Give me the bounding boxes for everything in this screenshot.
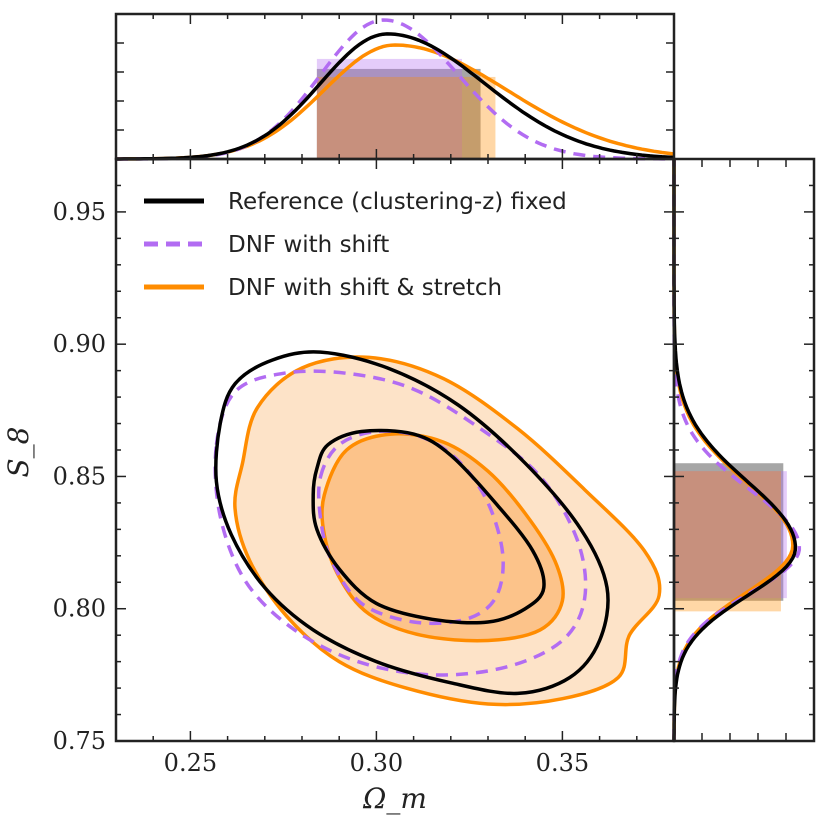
contour-68-line-reference-clustering-z-fixed bbox=[311, 428, 546, 625]
x-tick-label: 0.25 bbox=[164, 749, 217, 777]
marginal-y-curves bbox=[672, 159, 802, 741]
marginal-y-band-dnf-with-shift-stretch bbox=[674, 471, 781, 612]
marginal-x-panel bbox=[114, 12, 676, 161]
y-tick-label: 0.75 bbox=[53, 727, 106, 755]
marginal-y-ticks bbox=[674, 158, 814, 742]
legend-label-dnf-shift-stretch: DNF with shift & stretch bbox=[228, 275, 502, 301]
marginal-y-panel bbox=[672, 157, 816, 743]
marginal-x-band-dnf-with-shift-stretch bbox=[316, 76, 496, 159]
marginal-y-curve-reference-clustering-z-fixed bbox=[672, 159, 798, 741]
x-axis-label: Ω_m bbox=[362, 782, 427, 815]
contour-fill-68-dnf-with-shift-stretch bbox=[321, 433, 564, 641]
contour-95-line-dnf-with-shift-stretch bbox=[233, 355, 662, 707]
marginal-x-bands bbox=[316, 58, 496, 159]
marginal-y-curve-dnf-with-shift bbox=[672, 159, 802, 741]
y-axis-label: S_8 bbox=[2, 427, 35, 478]
contour-95-line-dnf-with-shift bbox=[213, 369, 588, 677]
marginal-y-bands bbox=[674, 463, 787, 612]
y-tick-label: 0.95 bbox=[53, 198, 106, 226]
x-tick-label: 0.30 bbox=[350, 749, 403, 777]
marginal-x-curve-dnf-with-shift bbox=[116, 18, 674, 161]
y-tick-labels: 0.75 0.80 0.85 0.90 0.95 bbox=[53, 198, 106, 755]
legend-label-reference: Reference (clustering-z) fixed bbox=[228, 189, 567, 215]
marginal-x-curves bbox=[115, 18, 675, 161]
legend-label-dnf-shift: DNF with shift bbox=[228, 232, 389, 258]
marginal-x-curve-reference-clustering-z-fixed bbox=[116, 32, 675, 161]
x-tick-labels: 0.25 0.30 0.35 bbox=[164, 749, 589, 777]
main-ticks bbox=[115, 158, 675, 742]
main-panel: 0.25 0.30 0.35 0.75 0.80 0.85 0.90 0.95 bbox=[53, 157, 676, 777]
contour-fills bbox=[234, 356, 660, 705]
y-tick-label: 0.90 bbox=[53, 330, 106, 358]
marginal-x-band-reference-clustering-z-fixed bbox=[316, 68, 481, 159]
marginal-y-frame bbox=[672, 157, 816, 743]
legend: Reference (clustering-z) fixed DNF with … bbox=[144, 189, 567, 301]
contour-lines bbox=[213, 350, 662, 707]
x-tick-label: 0.35 bbox=[536, 749, 589, 777]
marginal-y-curve-dnf-with-shift-stretch bbox=[672, 159, 795, 741]
y-tick-label: 0.85 bbox=[53, 462, 106, 490]
contour-95-line-reference-clustering-z-fixed bbox=[214, 350, 610, 696]
y-tick-label: 0.80 bbox=[53, 595, 106, 623]
